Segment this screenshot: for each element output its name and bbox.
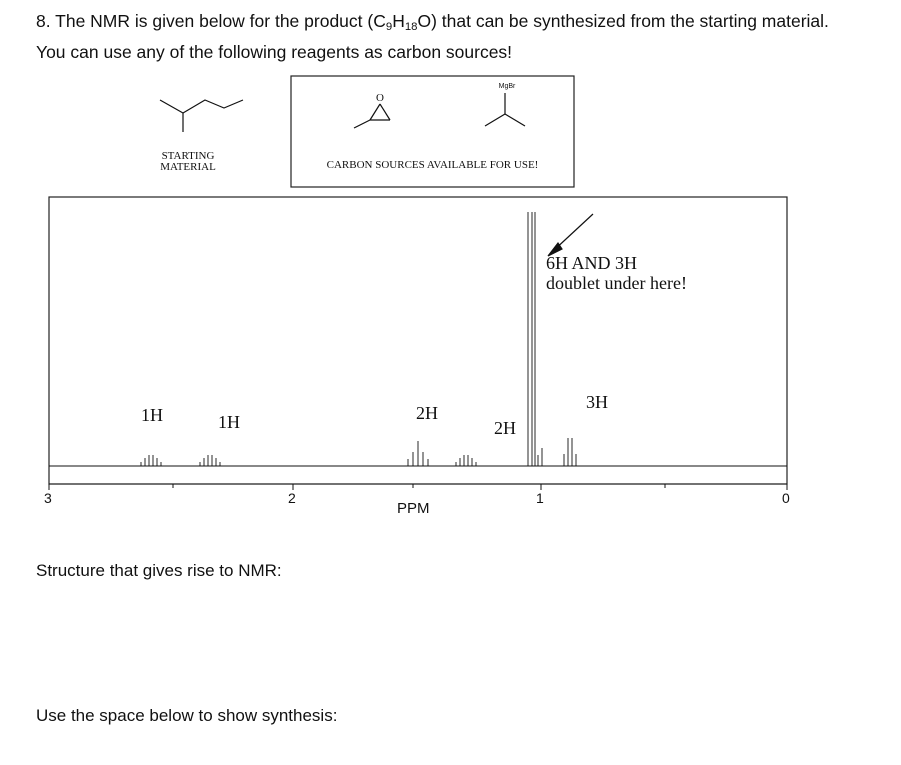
starting-material-label: STARTING MATERIAL [153, 151, 223, 173]
formula-subscript-c: 9 [385, 20, 393, 33]
question-formula-suffix: O) that can be synthesized from the star… [417, 11, 829, 31]
integration-label: 2H [494, 418, 516, 438]
starting-label-line-1: STARTING [161, 150, 215, 162]
question-number: 8. [36, 11, 51, 31]
spectrum-frame [48, 196, 788, 485]
question-text: 8. The NMR is given below for the produc… [36, 9, 829, 65]
epoxide-oxygen-label: O [376, 92, 384, 104]
ppm-axis-label: PPM [397, 500, 430, 517]
tick-label: 3 [44, 490, 52, 506]
integration-label: 3H [586, 392, 608, 412]
grignard-structure [484, 93, 526, 127]
formula-h: H [392, 11, 405, 31]
starting-label-line-2: MATERIAL [160, 161, 216, 173]
tick-label: 2 [288, 490, 296, 506]
integration-label: 2H [416, 403, 438, 423]
tick-label: 1 [536, 490, 544, 506]
formula-subscript-h: 18 [404, 20, 418, 33]
structure-prompt: Structure that gives rise to NMR: [36, 561, 282, 580]
annotation-arrow [547, 213, 594, 257]
starting-material-structure [159, 99, 244, 114]
question-line-1: 8. The NMR is given below for the produc… [36, 9, 829, 40]
annotation-line-2: doublet under here! [546, 273, 687, 293]
question-line-2: You can use any of the following reagent… [36, 41, 513, 62]
synthesis-prompt: Use the space below to show synthesis: [36, 706, 338, 725]
carbon-sources-label: CARBON SOURCES AVAILABLE FOR USE! [326, 159, 539, 171]
epoxide-structure [353, 103, 391, 129]
annotation-line-1: 6H AND 3H [546, 253, 638, 273]
question-formula-prefix: The NMR is given below for the product (… [55, 11, 386, 31]
carbon-sources-box [290, 75, 575, 188]
doublet-annotation: 6H AND 3H doublet under here! [546, 253, 687, 293]
tick-label: 0 [782, 490, 790, 506]
grignard-mgbr-label: MgBr [498, 83, 516, 90]
nmr-peaks [140, 212, 577, 466]
integration-label: 1H [218, 412, 240, 432]
integration-label: 1H [141, 405, 163, 425]
